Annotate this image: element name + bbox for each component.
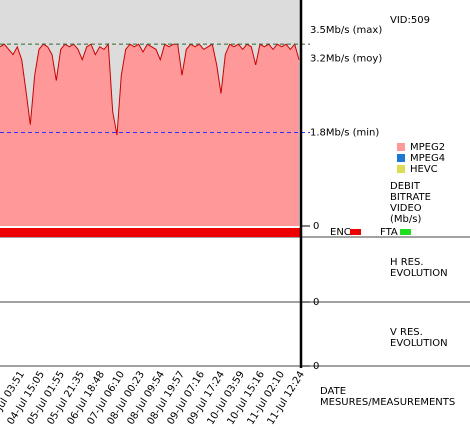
status-swatch [350, 229, 361, 235]
x-axis-label: DATE [320, 386, 346, 397]
reference-label: 3.5Mb/s (max) [310, 25, 382, 36]
reference-label: 1.8Mb/s (min) [310, 127, 379, 138]
enc-band [0, 228, 300, 237]
y-tick-label: 0 [313, 361, 319, 372]
legend-swatch [397, 154, 405, 162]
panel-title: V RES. [390, 327, 423, 338]
legend-label: MPEG4 [410, 153, 445, 164]
legend-swatch [397, 143, 405, 151]
legend-label: MPEG2 [410, 142, 445, 153]
area [0, 44, 299, 227]
x-axis-label: MESURES/MEASUREMENTS [320, 397, 455, 408]
status-swatch [400, 229, 411, 235]
y-tick-label: 0 [313, 221, 319, 232]
chart-title: DEBIT [390, 181, 421, 192]
panel-title: H RES. [390, 257, 424, 268]
reference-label: 3.2Mb/s (moy) [310, 54, 382, 65]
chart-title: BITRATE [390, 192, 431, 203]
status-label: ENC [330, 227, 351, 238]
chart-title: VIDEO [390, 203, 422, 214]
legend-swatch [397, 165, 405, 173]
vid-label: VID:509 [390, 15, 430, 26]
line [0, 42, 300, 136]
panel-title: EVOLUTION [390, 338, 448, 349]
panel-title: EVOLUTION [390, 268, 448, 279]
chart-title: (Mb/s) [390, 214, 421, 225]
legend-label: HEVC [410, 164, 438, 175]
status-label: FTA [380, 227, 398, 238]
y-tick-label: 0 [313, 297, 319, 308]
